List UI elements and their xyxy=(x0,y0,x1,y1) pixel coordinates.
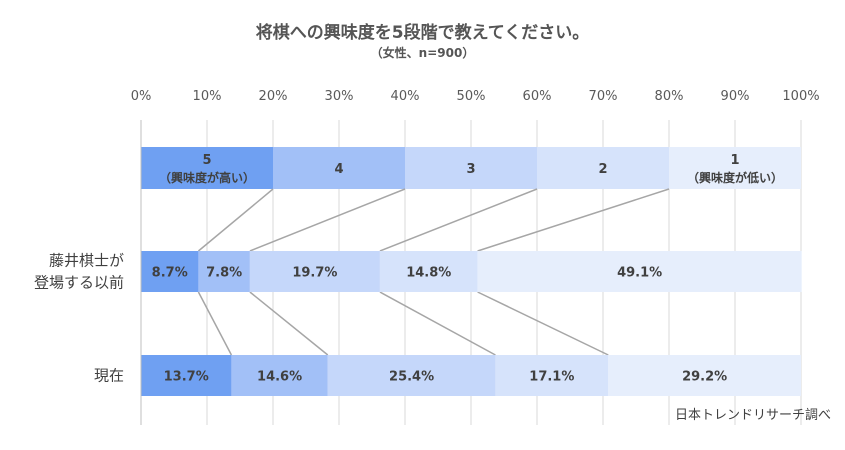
x-tick-label: 40% xyxy=(391,89,420,104)
category-label: 藤井棋士が xyxy=(49,252,124,270)
data-label: 49.1% xyxy=(617,266,662,281)
legend-segment-label: 5 xyxy=(202,153,211,168)
legend-segment xyxy=(537,147,669,189)
category-label: 登場する以前 xyxy=(34,274,124,292)
connector-line xyxy=(379,188,538,252)
connector-line xyxy=(197,188,274,252)
connector-line xyxy=(379,291,496,356)
bar-segment xyxy=(198,251,250,292)
x-tick-label: 90% xyxy=(721,89,750,104)
x-tick-label: 20% xyxy=(259,89,288,104)
legend-segment-sublabel: （興味度が高い） xyxy=(159,170,255,185)
data-label: 7.8% xyxy=(206,266,242,281)
bar-segment xyxy=(495,355,609,396)
x-tick-label: 30% xyxy=(325,89,354,104)
bar-segment xyxy=(231,355,328,396)
legend-segment xyxy=(273,147,405,189)
data-label: 8.7% xyxy=(152,266,188,281)
chart-title: 将棋への興味度を5段階で教えてください。 xyxy=(255,23,590,43)
data-label: 25.4% xyxy=(389,370,434,385)
legend-segment-label: 4 xyxy=(334,162,343,177)
legend-segment-label: 1 xyxy=(730,153,739,168)
legend-segment xyxy=(405,147,537,189)
bar-segment xyxy=(249,251,380,292)
legend-segment-label: 3 xyxy=(466,162,475,177)
x-tick-label: 60% xyxy=(523,89,552,104)
data-label: 17.1% xyxy=(529,370,574,385)
data-label: 13.7% xyxy=(164,370,209,385)
bar-segment xyxy=(141,355,232,396)
legend-segment xyxy=(141,147,273,189)
x-tick-label: 50% xyxy=(457,89,486,104)
data-label: 14.8% xyxy=(406,266,451,281)
x-tick-label: 80% xyxy=(655,89,684,104)
data-label: 14.6% xyxy=(257,370,302,385)
x-tick-label: 70% xyxy=(589,89,618,104)
legend-segment xyxy=(669,147,801,189)
legend-segment-label: 2 xyxy=(598,162,607,177)
legend-segment-sublabel: （興味度が低い） xyxy=(687,170,783,185)
data-label: 19.7% xyxy=(292,266,337,281)
connector-line xyxy=(197,291,233,356)
connector-line xyxy=(249,188,406,252)
category-label: 現在 xyxy=(94,367,124,385)
bar-segment xyxy=(477,251,802,292)
chart-subtitle: （女性、n=900） xyxy=(370,46,475,60)
x-tick-label: 0% xyxy=(131,89,152,104)
bar-segment xyxy=(327,355,496,396)
bar-segment xyxy=(379,251,478,292)
x-tick-label: 10% xyxy=(193,89,222,104)
x-tick-label: 100% xyxy=(782,89,819,104)
bar-segment xyxy=(608,355,801,396)
connector-line xyxy=(249,291,329,356)
data-label: 29.2% xyxy=(682,370,727,385)
connector-line xyxy=(477,291,609,356)
bar-segment xyxy=(141,251,199,292)
connector-line xyxy=(477,188,670,252)
source-note: 日本トレンドリサーチ調べ xyxy=(675,408,831,423)
